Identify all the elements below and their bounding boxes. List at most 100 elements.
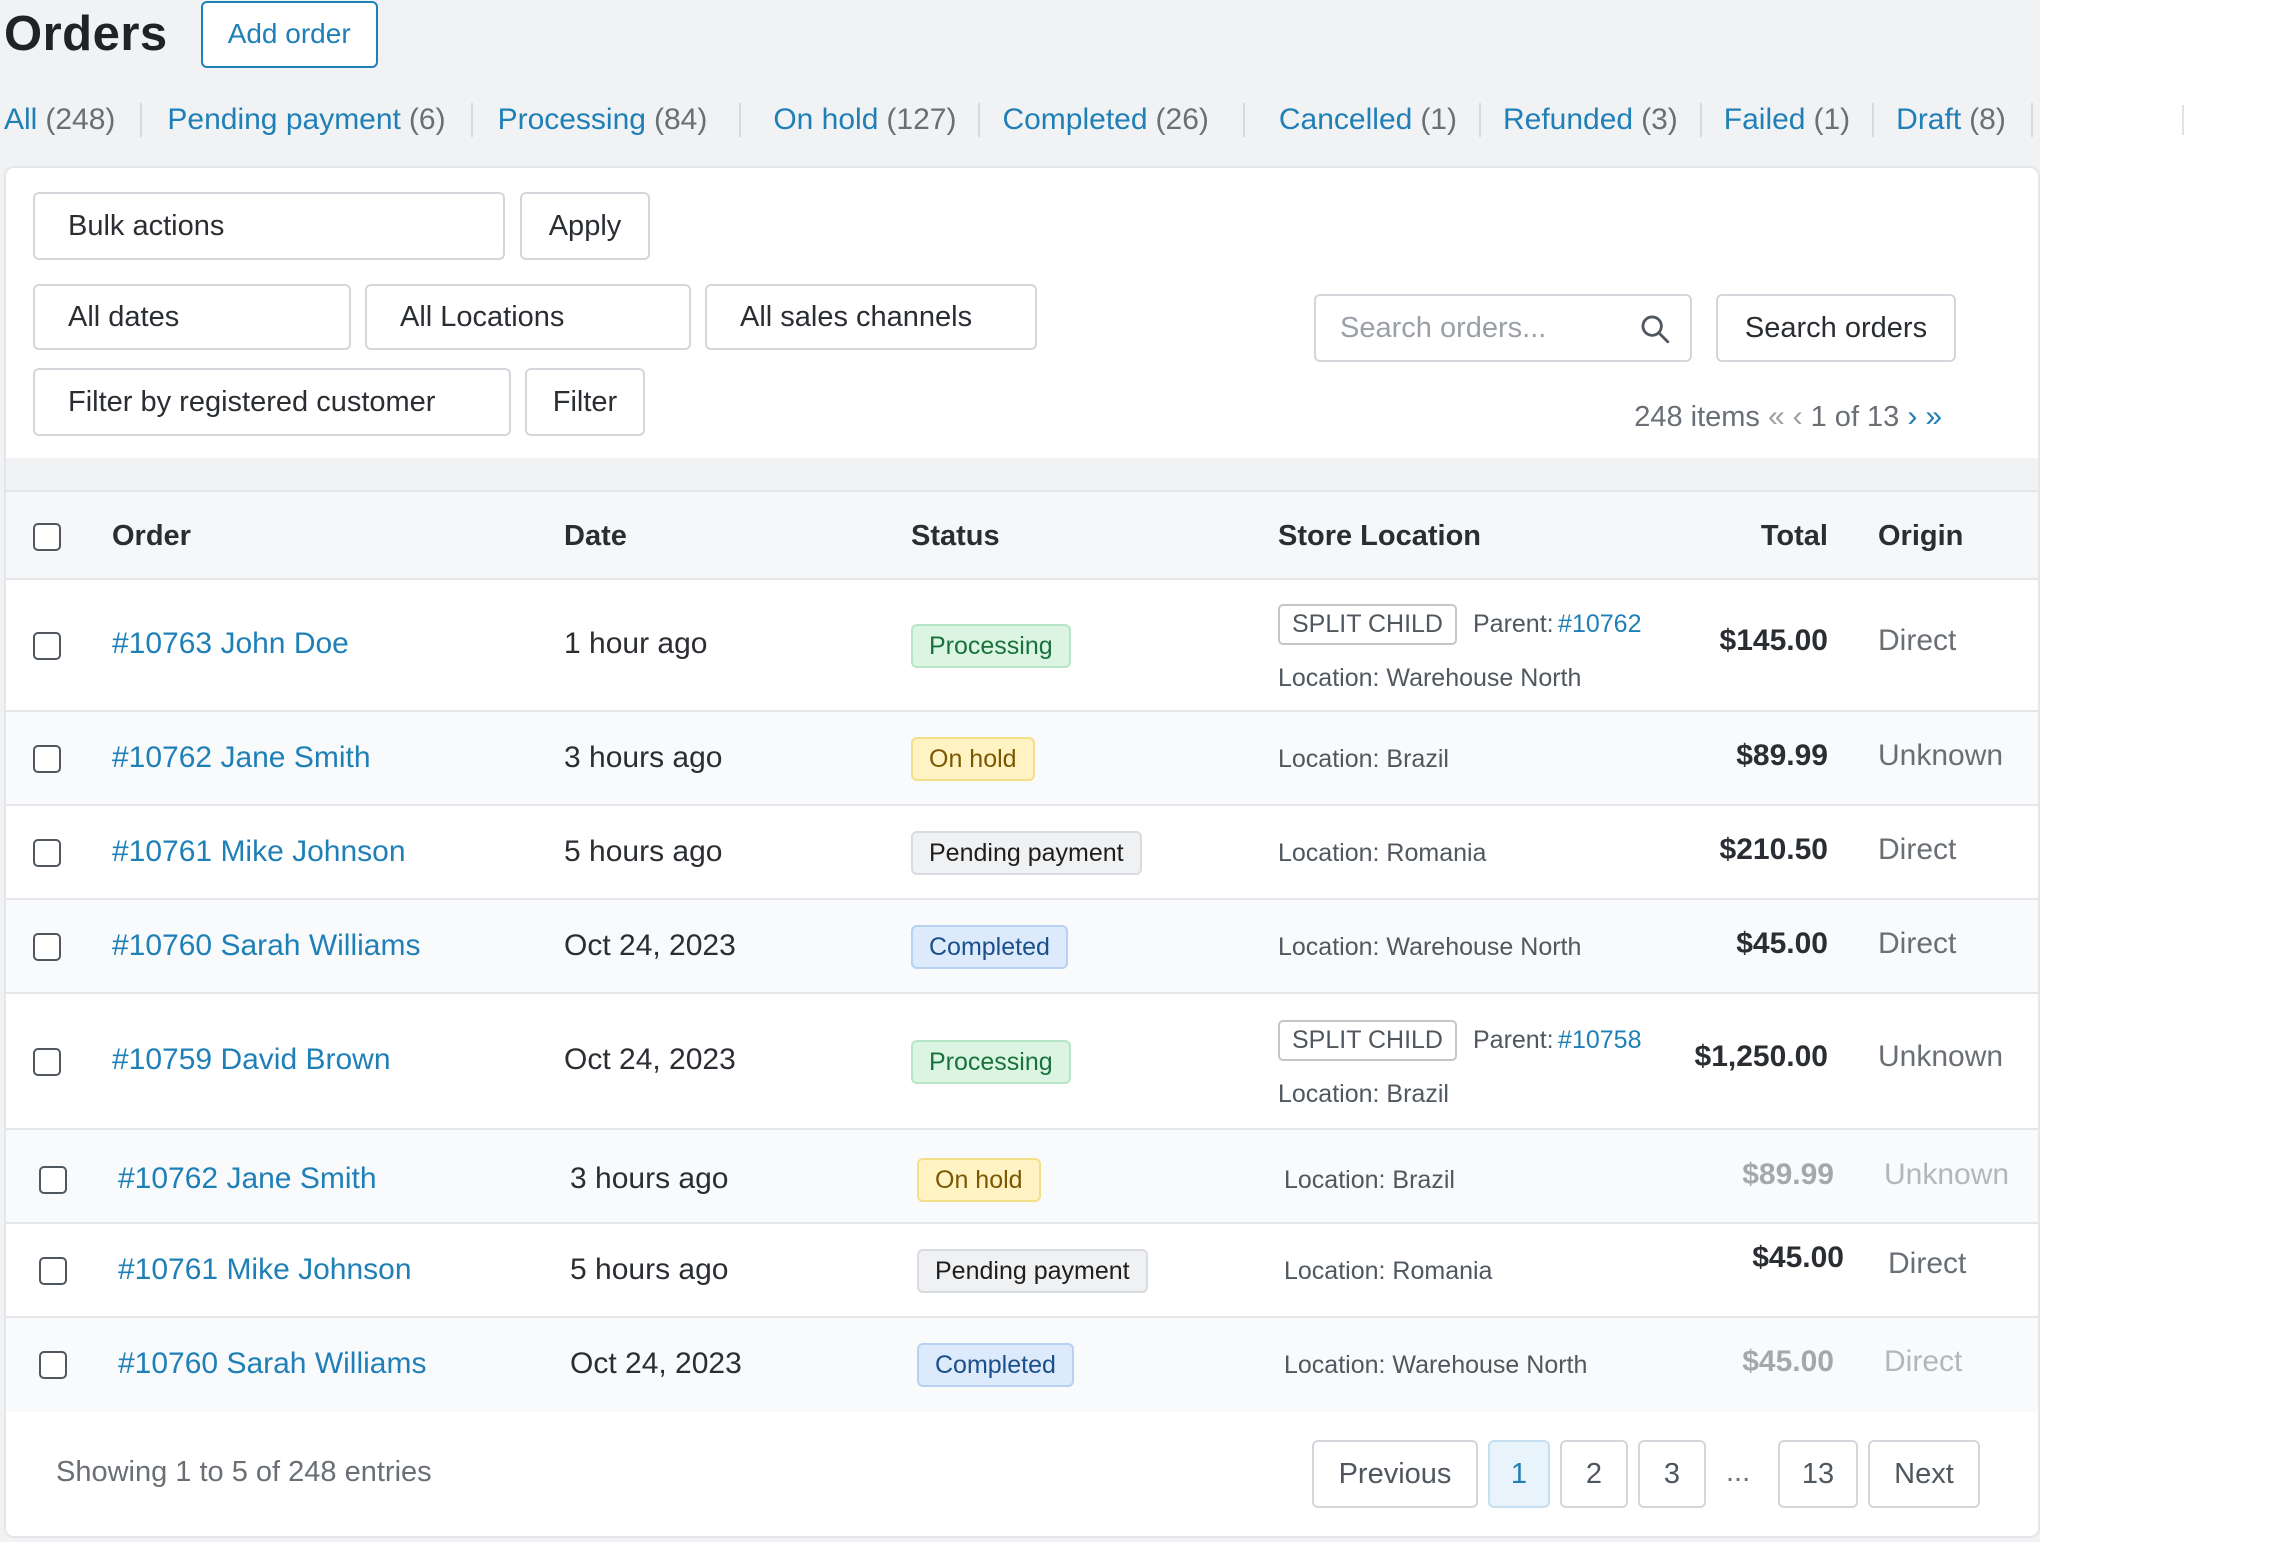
store-location: Location: Warehouse North	[1284, 1351, 1588, 1379]
row-checkbox[interactable]	[39, 1166, 67, 1194]
store-location: Location: Warehouse North	[1278, 664, 1582, 692]
order-origin: Direct	[1878, 927, 1957, 960]
next-page-icon[interactable]: ›	[1907, 400, 1918, 433]
page-button-1[interactable]: 1	[1488, 1440, 1550, 1508]
filter-button[interactable]: Filter	[525, 368, 645, 436]
row-checkbox[interactable]	[33, 839, 61, 867]
order-origin: Unknown	[1878, 1040, 2004, 1073]
status-tab-refunded[interactable]: Refunded (3)	[1503, 103, 1678, 137]
apply-button[interactable]: Apply	[520, 192, 650, 260]
previous-page-button[interactable]: Previous	[1312, 1440, 1478, 1508]
table-row[interactable]: #10759 David Brown Oct 24, 2023 Processi…	[6, 994, 2038, 1130]
parent-order-link[interactable]: #10758	[1558, 1026, 1642, 1054]
search-icon	[1641, 315, 1670, 344]
order-origin: Unknown	[1884, 1158, 2010, 1191]
order-date: 3 hours ago	[570, 1162, 729, 1195]
column-header-total[interactable]: Total	[1760, 520, 1828, 552]
order-date: 5 hours ago	[564, 835, 723, 868]
order-origin: Direct	[1884, 1345, 1963, 1378]
locations-filter-select[interactable]: All Locations	[365, 284, 691, 350]
page-button-2[interactable]: 2	[1560, 1440, 1628, 1508]
table-row[interactable]: #10761 Mike Johnson 5 hours ago Pending …	[6, 1224, 2038, 1318]
divider	[978, 103, 981, 137]
divider	[2182, 105, 2184, 135]
column-header-status: Status	[911, 520, 1000, 552]
status-tab-processing[interactable]: Processing (84)	[498, 103, 708, 137]
status-tab-count: (3)	[1641, 103, 1678, 136]
sales-channels-filter-select[interactable]: All sales channels	[705, 284, 1037, 350]
order-total: $45.00	[1752, 1241, 1844, 1274]
add-order-button[interactable]: Add order	[200, 0, 378, 68]
status-tab-label: All	[4, 103, 38, 136]
table-header: Order Date Status Store Location Total O…	[6, 490, 2038, 580]
store-location: Location: Brazil	[1278, 1080, 1449, 1108]
divider	[1699, 103, 1702, 137]
status-tab-cancelled[interactable]: Cancelled (1)	[1279, 103, 1457, 137]
status-badge: On hold	[911, 737, 1035, 781]
prev-page-icon[interactable]: ‹	[1792, 400, 1803, 433]
parent-order-link[interactable]: #10762	[1558, 610, 1642, 638]
customer-filter-select[interactable]: Filter by registered customer	[33, 368, 511, 436]
top-pagination: 248 items « ‹ 1 of 13 › »	[1634, 400, 1942, 434]
order-total: $89.99	[1742, 1158, 1834, 1191]
row-checkbox[interactable]	[33, 745, 61, 773]
status-tab-label: Processing	[497, 103, 646, 136]
search-orders-field[interactable]	[1314, 294, 1692, 362]
column-header-date[interactable]: Date	[564, 520, 627, 552]
order-link[interactable]: #10763 John Doe	[112, 627, 349, 660]
store-location: Location: Romania	[1278, 839, 1487, 867]
dates-filter-select[interactable]: All dates	[33, 284, 351, 350]
select-all-checkbox[interactable]	[33, 523, 61, 551]
row-checkbox[interactable]	[39, 1257, 67, 1285]
status-tab-completed[interactable]: Completed (26)	[1002, 103, 1208, 137]
table-row[interactable]: #10761 Mike Johnson 5 hours ago Pending …	[6, 806, 2038, 900]
divider	[739, 103, 742, 137]
last-page-icon[interactable]: »	[1925, 400, 1942, 433]
table-row[interactable]: #10762 Jane Smith 3 hours ago On hold Lo…	[6, 1130, 2038, 1224]
table-row[interactable]: #10760 Sarah Williams Oct 24, 2023 Compl…	[6, 900, 2038, 994]
order-total: $210.50	[1719, 833, 1828, 866]
page-button-13[interactable]: 13	[1778, 1440, 1858, 1508]
status-badge: On hold	[917, 1158, 1041, 1202]
row-checkbox[interactable]	[33, 933, 61, 961]
pagination-ellipsis: ...	[1726, 1456, 1751, 1488]
order-link[interactable]: #10760 Sarah Williams	[112, 929, 421, 962]
order-link[interactable]: #10762 Jane Smith	[112, 741, 371, 774]
search-input[interactable]	[1340, 311, 1630, 345]
row-checkbox[interactable]	[33, 632, 61, 660]
table-row[interactable]: #10760 Sarah Williams Oct 24, 2023 Compl…	[6, 1318, 2038, 1414]
orders-table: Order Date Status Store Location Total O…	[6, 490, 2038, 1414]
row-checkbox[interactable]	[39, 1351, 67, 1379]
status-badge: Pending payment	[911, 831, 1142, 875]
order-link[interactable]: #10762 Jane Smith	[118, 1162, 377, 1195]
first-page-icon[interactable]: «	[1767, 400, 1785, 433]
store-location: Location: Warehouse North	[1278, 933, 1582, 961]
page-button-3[interactable]: 3	[1638, 1440, 1706, 1508]
table-row[interactable]: #10763 John Doe 1 hour ago Processing SP…	[6, 580, 2038, 712]
status-tab-label: Failed	[1723, 103, 1806, 136]
status-tab-all[interactable]: All (248)	[4, 103, 115, 137]
order-link[interactable]: #10761 Mike Johnson	[112, 835, 406, 868]
order-link[interactable]: #10761 Mike Johnson	[118, 1253, 412, 1286]
order-date: 1 hour ago	[564, 627, 708, 660]
order-link[interactable]: #10759 David Brown	[112, 1043, 391, 1076]
status-tab-draft[interactable]: Draft (8)	[1896, 103, 2006, 137]
status-tab-label: Refunded	[1502, 103, 1634, 136]
search-orders-button[interactable]: Search orders	[1716, 294, 1956, 362]
status-tab-on-hold[interactable]: On hold (127)	[773, 103, 956, 137]
status-tab-pending-payment[interactable]: Pending payment (6)	[167, 103, 445, 137]
order-link[interactable]: #10760 Sarah Williams	[118, 1347, 427, 1380]
next-page-button[interactable]: Next	[1868, 1440, 1980, 1508]
row-checkbox[interactable]	[33, 1048, 61, 1076]
page-info: 1 of 13	[1810, 400, 1900, 433]
table-row[interactable]: #10762 Jane Smith 3 hours ago On hold Lo…	[6, 712, 2038, 806]
status-badge: Processing	[911, 624, 1071, 668]
order-date: Oct 24, 2023	[570, 1347, 742, 1380]
column-header-order[interactable]: Order	[112, 520, 191, 552]
bulk-actions-select[interactable]: Bulk actions	[33, 192, 505, 260]
status-tab-failed[interactable]: Failed (1)	[1724, 103, 1850, 137]
order-total: $45.00	[1742, 1345, 1834, 1378]
page-title: Orders	[4, 7, 168, 61]
column-header-store-location: Store Location	[1278, 520, 1482, 552]
divider	[140, 103, 143, 137]
